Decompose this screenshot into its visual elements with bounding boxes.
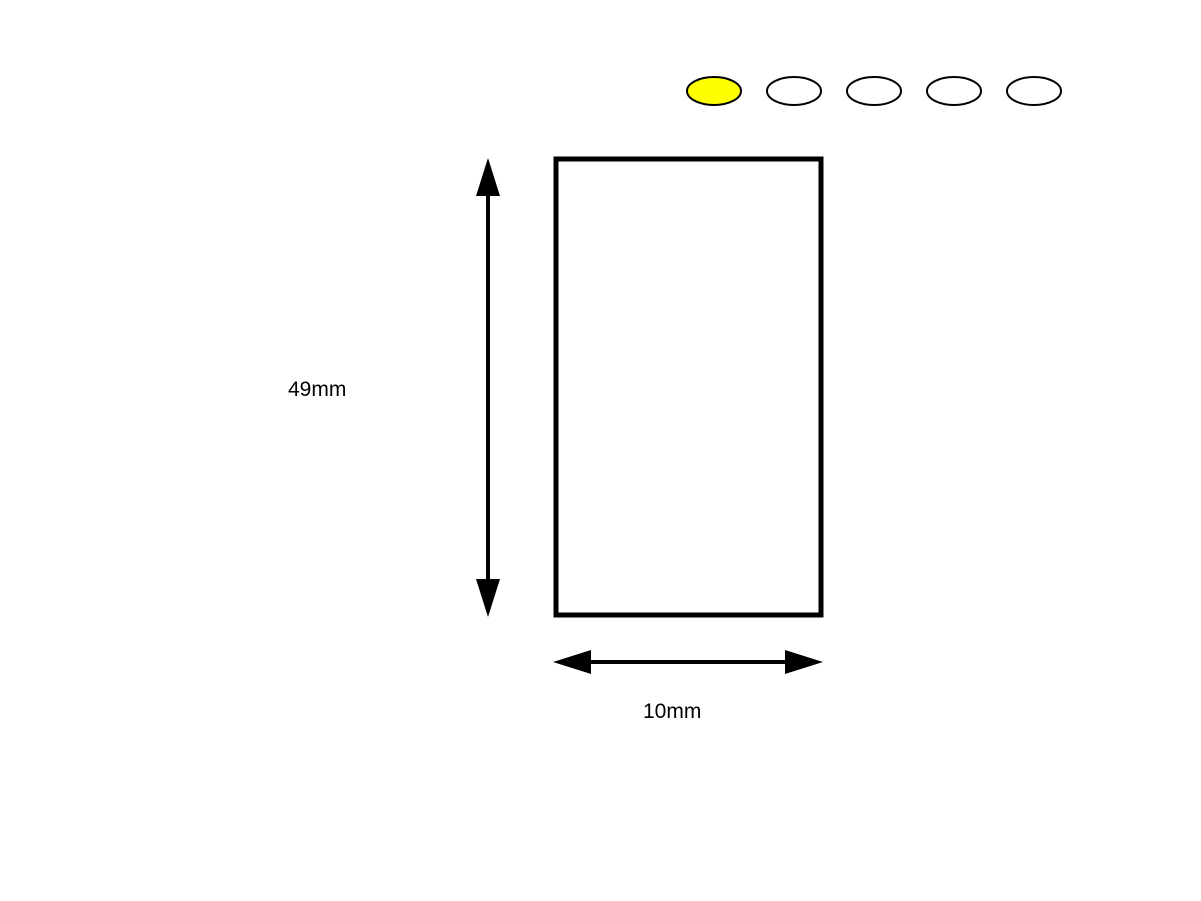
width-arrow-left-head	[553, 650, 591, 674]
progress-dot-active	[686, 76, 742, 106]
progress-dot	[1006, 76, 1062, 106]
progress-dots	[686, 76, 1062, 106]
height-arrow-up-head	[476, 158, 500, 196]
progress-dot	[766, 76, 822, 106]
dimensioned-rectangle	[553, 156, 824, 618]
width-dimension-label: 10mm	[643, 700, 701, 723]
progress-dot	[926, 76, 982, 106]
height-dimension-label: 49mm	[288, 378, 346, 401]
height-arrow-down-head	[476, 579, 500, 617]
width-arrow-right-head	[785, 650, 823, 674]
progress-dot	[846, 76, 902, 106]
width-arrow	[553, 650, 823, 674]
height-arrow	[476, 158, 500, 617]
